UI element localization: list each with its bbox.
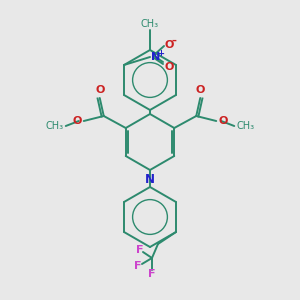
Text: N: N	[145, 173, 155, 186]
Text: F: F	[134, 261, 142, 271]
Text: O: O	[95, 85, 104, 95]
Text: O: O	[164, 40, 173, 50]
Text: O: O	[196, 85, 205, 95]
Text: F: F	[148, 269, 156, 279]
Text: O: O	[72, 116, 82, 126]
Text: F: F	[136, 245, 144, 255]
Text: O: O	[164, 62, 173, 72]
Text: CH₃: CH₃	[141, 19, 159, 29]
Text: CH₃: CH₃	[46, 121, 64, 131]
Text: N: N	[151, 52, 160, 62]
Text: CH₃: CH₃	[236, 121, 254, 131]
Text: –: –	[171, 36, 176, 46]
Text: O: O	[218, 116, 228, 126]
Text: +: +	[157, 49, 164, 58]
